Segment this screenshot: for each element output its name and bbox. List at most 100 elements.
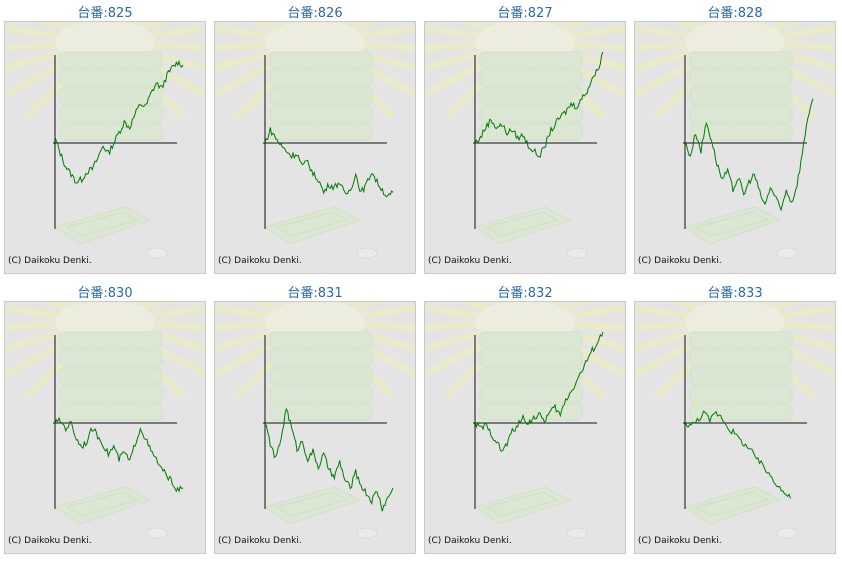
slump-graph-svg: [5, 22, 205, 259]
plate: [473, 206, 572, 245]
coin: [776, 247, 798, 259]
slump-graph[interactable]: (C) Daikoku Denki.: [4, 21, 206, 274]
slump-graph[interactable]: (C) Daikoku Denki.: [214, 301, 416, 554]
tray: [479, 105, 583, 123]
tray: [479, 403, 583, 421]
trend-line: [54, 59, 184, 184]
plate: [263, 206, 362, 245]
slump-graph-svg: [635, 302, 835, 539]
tray: [59, 51, 163, 69]
backdrop-illustration: [215, 22, 415, 259]
slump-graph-svg: [635, 22, 835, 259]
tray: [689, 349, 793, 367]
plate: [473, 486, 572, 525]
machine-number-title[interactable]: 台番:833: [707, 286, 763, 301]
machine-number-title[interactable]: 台番:828: [707, 6, 763, 21]
machine-number-title[interactable]: 台番:832: [497, 286, 553, 301]
backdrop-illustration: [635, 22, 835, 259]
slump-graph[interactable]: (C) Daikoku Denki.: [424, 21, 626, 274]
trend-line: [474, 331, 604, 452]
trend-line: [54, 416, 184, 493]
trend-line: [684, 410, 792, 499]
tray: [269, 331, 373, 349]
tray: [479, 367, 583, 385]
tray: [269, 367, 373, 385]
tray: [59, 105, 163, 123]
tray: [689, 385, 793, 403]
tray: [479, 123, 583, 141]
tray: [59, 69, 163, 87]
tray: [689, 123, 793, 141]
plate-inner: [275, 491, 349, 517]
tray: [479, 87, 583, 105]
slump-graph[interactable]: (C) Daikoku Denki.: [4, 301, 206, 554]
copyright-text: (C) Daikoku Denki.: [8, 536, 92, 546]
trend-line: [684, 98, 814, 212]
plate-inner: [65, 211, 139, 237]
tray: [689, 51, 793, 69]
copyright-text: (C) Daikoku Denki.: [638, 256, 722, 266]
slump-graph[interactable]: (C) Daikoku Denki.: [634, 21, 836, 274]
trend-line: [264, 407, 394, 512]
machine-card: 台番:828 (C) Daikoku Denki.: [630, 0, 840, 280]
tray: [269, 87, 373, 105]
machine-card: 台番:833 (C) Daikoku Denki.: [630, 280, 840, 560]
coin: [146, 247, 168, 259]
tray: [59, 349, 163, 367]
machine-card: 台番:830 (C) Daikoku Denki.: [0, 280, 210, 560]
slump-graph-svg: [215, 22, 415, 259]
tray: [689, 331, 793, 349]
plate: [53, 486, 152, 525]
tray: [269, 403, 373, 421]
tray: [269, 123, 373, 141]
slump-graph-svg: [5, 302, 205, 539]
machine-card: 台番:827 (C) Daikoku Denki.: [420, 0, 630, 280]
coin: [356, 527, 378, 539]
plate: [53, 206, 152, 245]
machine-card: 台番:832 (C) Daikoku Denki.: [420, 280, 630, 560]
slump-graph[interactable]: (C) Daikoku Denki.: [424, 301, 626, 554]
machine-number-title[interactable]: 台番:831: [287, 286, 343, 301]
slump-graph[interactable]: (C) Daikoku Denki.: [214, 21, 416, 274]
tray: [59, 331, 163, 349]
machine-card: 台番:826 (C) Daikoku Denki.: [210, 0, 420, 280]
machine-card: 台番:825 (C) Daikoku Denki.: [0, 0, 210, 280]
tray: [59, 123, 163, 141]
coin: [776, 527, 798, 539]
tray: [479, 69, 583, 87]
tray: [479, 385, 583, 403]
backdrop-illustration: [425, 22, 625, 259]
coin: [566, 247, 588, 259]
machine-number-title[interactable]: 台番:830: [77, 286, 133, 301]
plate: [683, 206, 782, 245]
tray: [479, 349, 583, 367]
tray: [689, 105, 793, 123]
copyright-text: (C) Daikoku Denki.: [218, 256, 302, 266]
tray: [689, 367, 793, 385]
slump-graph-svg: [425, 302, 625, 539]
copyright-text: (C) Daikoku Denki.: [218, 536, 302, 546]
tray: [689, 403, 793, 421]
machine-number-title[interactable]: 台番:826: [287, 6, 343, 21]
copyright-text: (C) Daikoku Denki.: [8, 256, 92, 266]
plate-inner: [695, 211, 769, 237]
tray: [479, 331, 583, 349]
machine-number-title[interactable]: 台番:825: [77, 6, 133, 21]
machine-card: 台番:831 (C) Daikoku Denki.: [210, 280, 420, 560]
coin: [146, 527, 168, 539]
tray: [269, 69, 373, 87]
copyright-text: (C) Daikoku Denki.: [638, 536, 722, 546]
plate: [263, 486, 362, 525]
tray: [59, 87, 163, 105]
backdrop-illustration: [635, 302, 835, 539]
tray: [269, 51, 373, 69]
plate-inner: [485, 491, 559, 517]
slump-graph[interactable]: (C) Daikoku Denki.: [634, 301, 836, 554]
slump-graph-svg: [215, 302, 415, 539]
machine-number-title[interactable]: 台番:827: [497, 6, 553, 21]
tray: [479, 51, 583, 69]
plate-inner: [275, 211, 349, 237]
tray: [59, 403, 163, 421]
plate-inner: [695, 491, 769, 517]
